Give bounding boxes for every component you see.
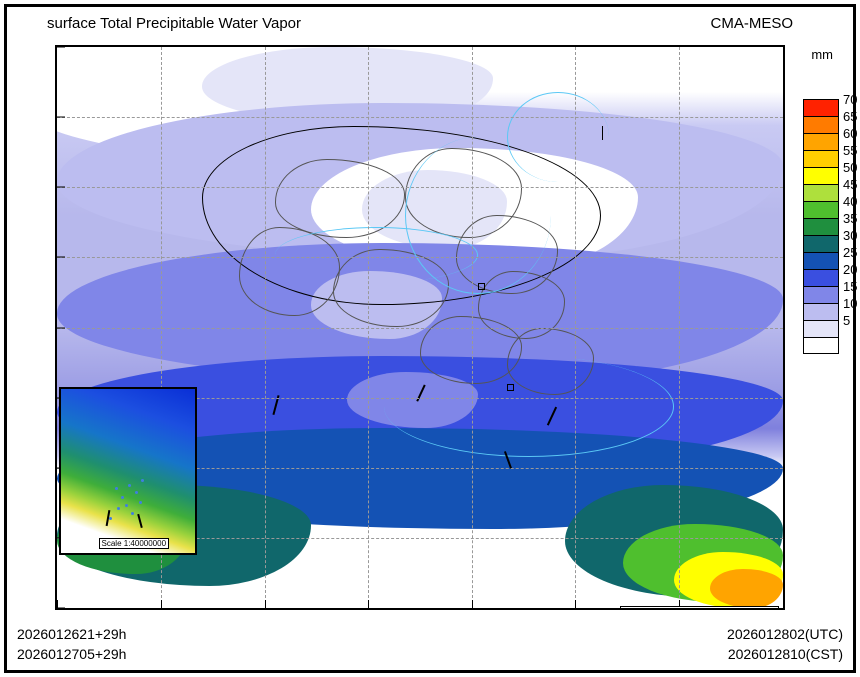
station-marker-2 xyxy=(507,384,514,391)
legend-val-8: 30 xyxy=(843,228,857,243)
legend-val-0: 70 xyxy=(843,92,857,107)
legend-val-5: 45 xyxy=(843,177,857,192)
bottom-right-text: 2026012802(UTC) 2026012810(CST) xyxy=(727,624,843,664)
map-frame: surface Total Precipitable Water Vapor C… xyxy=(4,4,856,673)
inset-scale-label: Scale 1:40000000 xyxy=(99,538,170,549)
page-title: surface Total Precipitable Water Vapor xyxy=(47,15,301,32)
main-map[interactable]: 55N 50N 45N 40N 35N 30N 25N 20N 15N 70 8… xyxy=(55,45,785,610)
color-legend: 70 65 60 55 50 45 40 35 xyxy=(803,99,839,354)
legend-val-7: 35 xyxy=(843,211,857,226)
legend-val-12: 10 xyxy=(843,296,857,311)
bottom-left-text: 2026012621+29h 2026012705+29h xyxy=(17,624,126,664)
scale-label: Scale 1:20000000 No:GS (2019) 1786 xyxy=(620,606,779,610)
unit-label: mm xyxy=(811,47,833,62)
legend-val-10: 20 xyxy=(843,262,857,277)
legend-val-6: 40 xyxy=(843,194,857,209)
legend-val-13: 5 xyxy=(843,313,850,328)
legend-val-3: 55 xyxy=(843,143,857,158)
legend-val-9: 25 xyxy=(843,245,857,260)
source-label: CMA-MESO xyxy=(711,15,794,32)
inset-map[interactable]: Scale 1:40000000 xyxy=(59,387,197,555)
legend-val-1: 65 xyxy=(843,109,857,124)
legend-val-11: 15 xyxy=(843,279,857,294)
legend-val-2: 60 xyxy=(843,126,857,141)
legend-val-4: 50 xyxy=(843,160,857,175)
station-marker xyxy=(478,283,485,290)
